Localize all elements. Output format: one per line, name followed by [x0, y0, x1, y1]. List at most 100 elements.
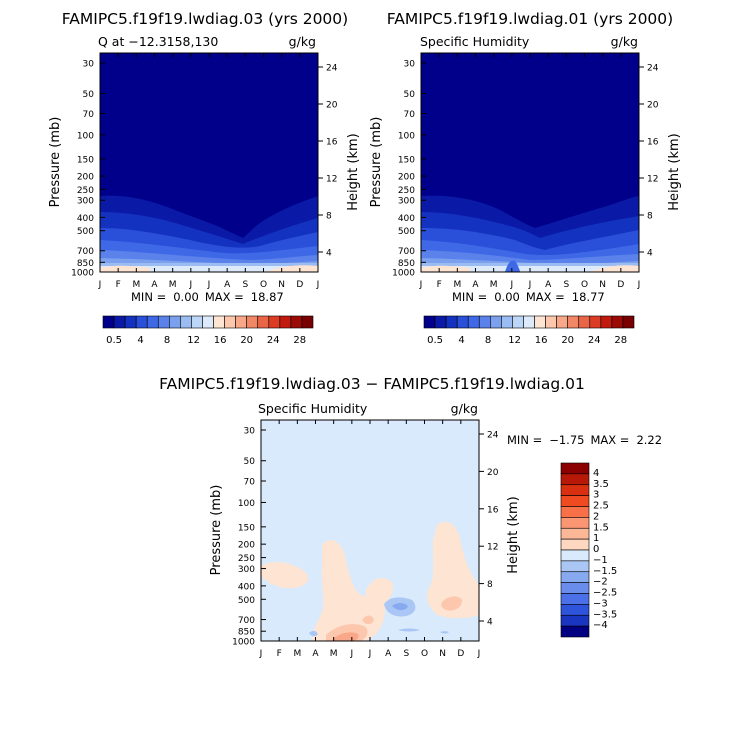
- right-colorbar: 0.5 4 8 12 16 20 24 28: [423, 315, 635, 346]
- diff-height-tick-label: 4: [487, 618, 493, 628]
- diff-pressure-tick-label: 850: [238, 628, 255, 638]
- right-height-tick-label: 24: [647, 64, 659, 74]
- left-colorbar-swatch: [279, 315, 292, 329]
- right-height-tick-label: 12: [647, 175, 658, 185]
- right-pressure-tick-label: 150: [398, 155, 415, 165]
- left-contour-9: [100, 265, 318, 272]
- left-height-tick-label: 20: [326, 101, 338, 111]
- right-month-label: N: [599, 280, 606, 290]
- left-subtitle-units: g/kg: [289, 34, 316, 49]
- right-colorbar-swatch: [600, 315, 613, 329]
- right-colorbar-swatch: [467, 315, 480, 329]
- right-month-label: O: [581, 280, 588, 290]
- right-colorbar-swatch: [567, 315, 580, 329]
- right-month-label: A: [472, 280, 479, 290]
- left-month-label: O: [260, 280, 267, 290]
- right-colorbar-swatch: [512, 315, 524, 329]
- left-month-label: J: [189, 280, 193, 290]
- diff-colorbar-swatch: [560, 462, 590, 475]
- left-month-label: J: [98, 280, 102, 290]
- right-month-label: J: [637, 280, 641, 290]
- left-colorbar-swatch: [113, 315, 126, 329]
- panel-right-title: FAMIPC5.f19f19.lwdiag.01 (yrs 2000): [387, 10, 673, 28]
- diff-colorbar-swatch: [560, 527, 590, 540]
- left-pressure-tick-label: 850: [77, 259, 94, 269]
- right-height-axis: 24 20 16 12 8 4: [639, 64, 659, 259]
- right-pressure-tick-label: 200: [398, 173, 415, 183]
- left-colorbar: 0.5 4 8 12 16 20 24 28: [102, 315, 314, 346]
- right-colorbar-swatch: [434, 315, 447, 329]
- left-pressure-tick-label: 400: [77, 214, 94, 224]
- diff-colorbar-label: −4: [593, 620, 608, 631]
- left-month-label: F: [116, 280, 121, 290]
- left-height-tick-label: 4: [326, 249, 332, 259]
- diff-colorbar-label: 3.5: [593, 479, 609, 490]
- left-month-label: D: [296, 280, 303, 290]
- left-month-label: A: [151, 280, 158, 290]
- right-month-label: D: [617, 280, 624, 290]
- left-height-axis: 24 20 16 12 8 4: [318, 64, 338, 259]
- left-height-tick-label: 12: [326, 175, 337, 185]
- left-month-label: S: [242, 280, 248, 290]
- right-month-label: M: [490, 280, 498, 290]
- right-month-label: S: [563, 280, 569, 290]
- right-colorbar-swatch: [478, 315, 491, 329]
- left-colorbar-label: 8: [164, 335, 170, 346]
- diff-colorbar-label: −2: [593, 577, 608, 588]
- diff-neg-blob-sep-core: [392, 603, 408, 611]
- left-colorbar-swatch: [235, 315, 247, 329]
- right-colorbar-swatch: [578, 315, 591, 329]
- left-colorbar-label: 0.5: [106, 335, 122, 346]
- diff-colorbar-label: 0: [593, 544, 599, 555]
- right-pressure-tick-label: 300: [398, 197, 415, 207]
- diff-colorbar-swatch: [560, 582, 590, 594]
- left-colorbar-swatch: [169, 315, 181, 329]
- left-pressure-tick-label: 1000: [71, 269, 94, 279]
- left-month-label: J: [316, 280, 320, 290]
- right-month-label: M: [453, 280, 461, 290]
- diff-pressure-tick-label: 700: [238, 616, 255, 626]
- left-colorbar-label: 12: [187, 335, 200, 346]
- diff-colorbar-swatch: [560, 625, 590, 638]
- diff-colorbar-label: −3: [593, 598, 608, 609]
- left-pressure-tick-label: 250: [77, 186, 94, 196]
- left-colorbar-swatch: [257, 315, 270, 329]
- left-height-tick-label: 16: [326, 138, 338, 148]
- diff-colorbar-swatch: [560, 517, 590, 529]
- diff-height-tick-label: 12: [487, 543, 498, 553]
- diff-subtitle-variable: Specific Humidity: [258, 401, 368, 416]
- left-colorbar-label: 28: [293, 335, 306, 346]
- left-pressure-tick-label: 150: [77, 155, 94, 165]
- diff-month-label: O: [421, 649, 428, 659]
- right-height-tick-label: 4: [647, 249, 653, 259]
- right-ylabel-right: Height (km): [667, 133, 682, 210]
- diff-ylabel-right: Height (km): [506, 496, 521, 573]
- diff-month-label: F: [277, 649, 282, 659]
- diff-pos-column: [312, 540, 386, 641]
- diff-month-label: M: [293, 649, 301, 659]
- diff-pos-blob-right: [427, 521, 479, 619]
- left-colorbar-swatch: [290, 315, 303, 329]
- diff-colorbar-label: 1.5: [593, 522, 609, 533]
- right-colorbar-swatch: [622, 315, 635, 329]
- left-ylabel: Pressure (mb): [48, 117, 63, 208]
- right-month-label: J: [528, 280, 532, 290]
- right-contour-9: [421, 265, 639, 272]
- right-colorbar-swatch: [456, 315, 469, 329]
- left-ylabel-right: Height (km): [346, 133, 361, 210]
- diff-title: FAMIPC5.f19f19.lwdiag.03 − FAMIPC5.f19f1…: [159, 375, 585, 393]
- right-colorbar-label: 0.5: [427, 335, 443, 346]
- right-colorbar-label: 20: [561, 335, 574, 346]
- right-colorbar-label: 16: [535, 335, 548, 346]
- left-colorbar-swatch: [268, 315, 281, 329]
- right-colorbar-label: 12: [508, 335, 521, 346]
- left-month-label: J: [207, 280, 211, 290]
- left-pressure-tick-label: 100: [77, 131, 94, 141]
- right-pressure-tick-label: 50: [404, 90, 416, 100]
- right-colorbar-swatch: [523, 315, 535, 329]
- left-pressure-tick-label: 500: [77, 227, 94, 237]
- left-month-label: N: [278, 280, 285, 290]
- right-colorbar-label: 8: [485, 335, 491, 346]
